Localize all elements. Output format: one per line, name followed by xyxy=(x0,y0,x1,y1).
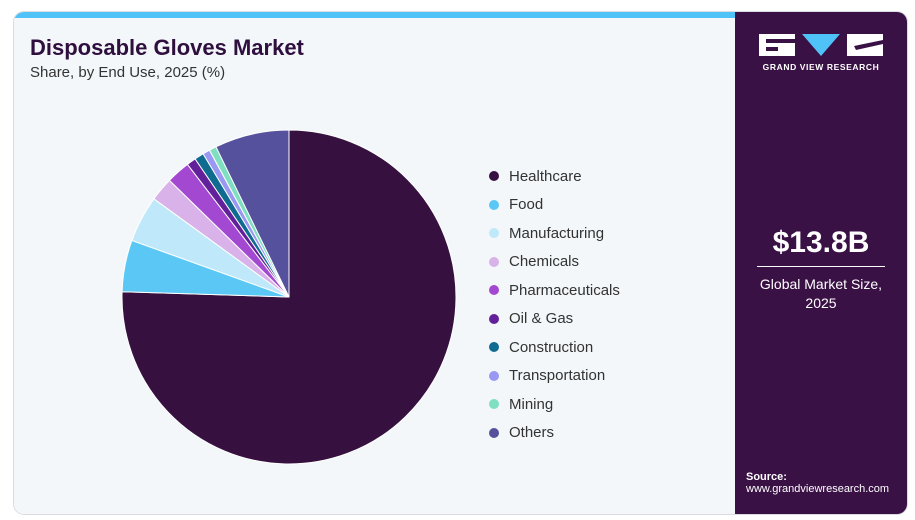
brand-name: GRAND VIEW RESEARCH xyxy=(762,62,880,72)
chart-legend: Healthcare Food Manufacturing Chemicals Phar… xyxy=(489,162,620,447)
legend-item-construction: Construction xyxy=(489,333,620,362)
source-block: Source: www.grandviewresearch.com xyxy=(746,471,889,495)
legend-label: Food xyxy=(509,196,544,214)
chart-title: Disposable Gloves Market xyxy=(30,35,304,60)
legend-swatch xyxy=(489,313,499,324)
legend-item-others: Others xyxy=(489,419,620,448)
legend-item-food: Food xyxy=(489,191,620,220)
legend-item-transportation: Transportation xyxy=(489,362,620,391)
legend-item-oil-gas: Oil & Gas xyxy=(489,305,620,334)
legend-label: Manufacturing xyxy=(509,224,605,242)
market-size-block: $13.8B Global Market Size, 2025 xyxy=(735,226,907,313)
legend-swatch xyxy=(489,342,499,353)
legend-label: Mining xyxy=(509,395,554,413)
pie-slice-others xyxy=(215,129,290,298)
legend-label: Oil & Gas xyxy=(509,310,574,328)
legend-swatch xyxy=(489,256,499,267)
chart-subtitle: Share, by End Use, 2025 (%) xyxy=(30,64,226,81)
legend-label: Pharmaceuticals xyxy=(509,281,620,299)
legend-item-mining: Mining xyxy=(489,390,620,419)
chart-panel: Disposable Gloves Market Share, by End U… xyxy=(14,12,735,514)
legend-swatch xyxy=(489,399,499,410)
legend-item-pharmaceuticals: Pharmaceuticals xyxy=(489,276,620,305)
legend-item-chemicals: Chemicals xyxy=(489,248,620,277)
source-title: Source: xyxy=(746,471,787,483)
accent-bar xyxy=(14,12,735,18)
market-size-value: $13.8B xyxy=(772,226,870,259)
market-size-label-line2: 2025 xyxy=(805,295,837,311)
legend-swatch xyxy=(489,199,499,210)
legend-swatch xyxy=(489,370,499,381)
sidebar: GRAND VIEW RESEARCH $13.8B Global Market… xyxy=(735,12,907,514)
legend-label: Transportation xyxy=(509,367,606,385)
pie-chart xyxy=(121,129,457,465)
legend-swatch xyxy=(489,228,499,239)
legend-label: Others xyxy=(509,424,555,442)
market-size-label-line1: Global Market Size, xyxy=(759,276,883,292)
legend-label: Construction xyxy=(509,338,594,356)
chart-card: Disposable Gloves Market Share, by End U… xyxy=(14,12,907,514)
source-url[interactable]: www.grandviewresearch.com xyxy=(746,483,890,495)
legend-item-healthcare: Healthcare xyxy=(489,162,620,191)
brand-logo: GRAND VIEW RESEARCH xyxy=(759,34,883,72)
legend-swatch xyxy=(489,285,499,296)
divider xyxy=(757,266,885,267)
gvr-logo-icon xyxy=(759,34,883,56)
legend-label: Healthcare xyxy=(509,167,582,185)
legend-swatch xyxy=(489,171,499,182)
legend-label: Chemicals xyxy=(509,253,580,271)
legend-swatch xyxy=(489,427,499,438)
legend-item-manufacturing: Manufacturing xyxy=(489,219,620,248)
